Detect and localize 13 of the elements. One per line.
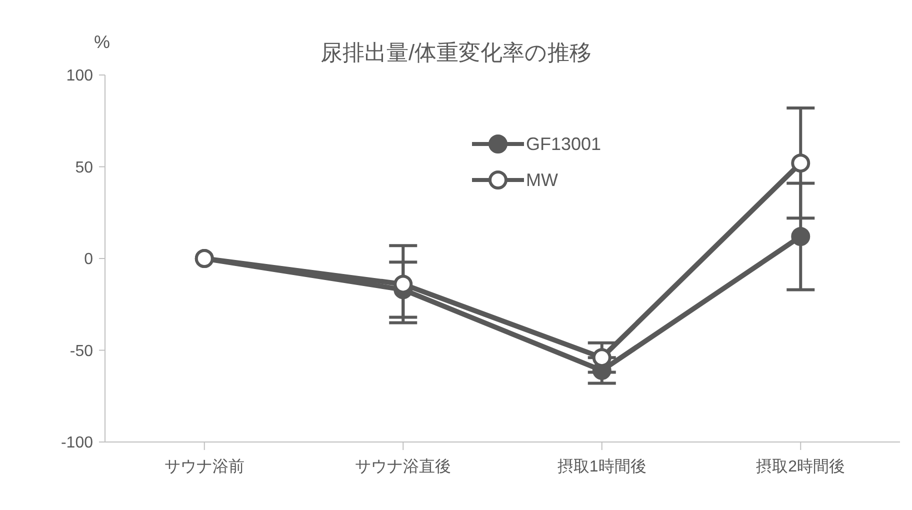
x-tick-label: サウナ浴直後 bbox=[355, 457, 452, 476]
x-tick-label: 摂取1時間後 bbox=[557, 457, 646, 476]
y-tick-label: -100 bbox=[60, 434, 94, 452]
x-tick-label: サウナ浴前 bbox=[164, 457, 244, 476]
y-tick-label: 100 bbox=[66, 68, 94, 85]
legend-label: GF13001 bbox=[526, 134, 602, 154]
chart-title: 尿排出量/体重変化率の推移 bbox=[320, 40, 592, 65]
y-axis-title: % bbox=[94, 32, 110, 53]
y-tick-label: 50 bbox=[75, 159, 94, 176]
x-tick-label: 摂取2時間後 bbox=[756, 457, 846, 476]
y-tick-label: -50 bbox=[70, 342, 94, 360]
legend-label: MW bbox=[526, 170, 558, 190]
y-tick-label: 0 bbox=[84, 251, 94, 268]
